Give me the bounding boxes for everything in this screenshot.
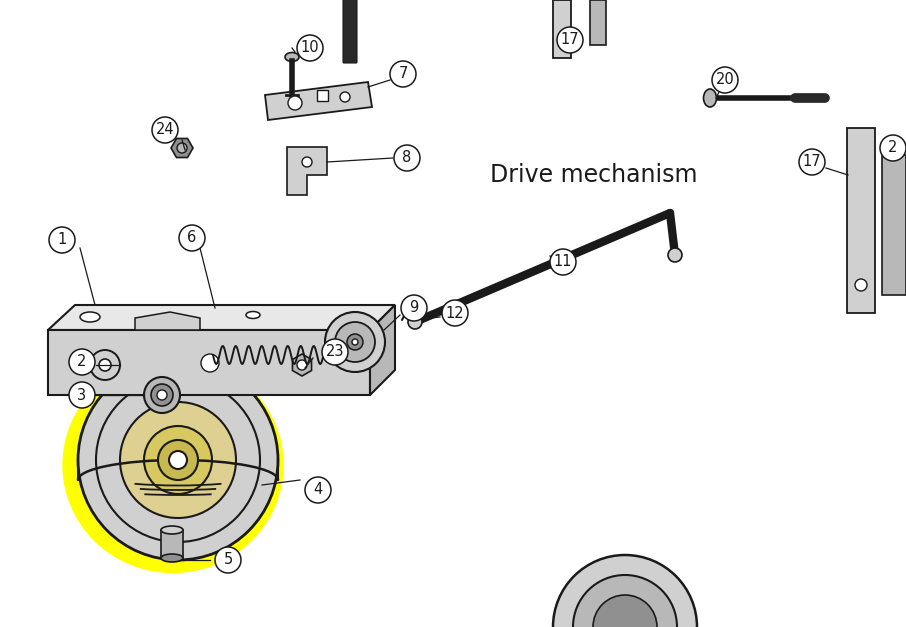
Text: 7: 7 (399, 66, 408, 82)
Circle shape (215, 547, 241, 573)
FancyBboxPatch shape (343, 0, 357, 63)
Text: 2: 2 (888, 140, 898, 155)
Ellipse shape (80, 312, 100, 322)
FancyBboxPatch shape (882, 155, 906, 295)
Text: 1: 1 (57, 233, 67, 248)
Polygon shape (265, 82, 372, 120)
Circle shape (288, 96, 302, 110)
Circle shape (335, 322, 375, 362)
Circle shape (325, 312, 385, 372)
Circle shape (99, 359, 111, 371)
Text: 9: 9 (410, 300, 419, 315)
Polygon shape (135, 312, 200, 330)
Circle shape (302, 157, 312, 167)
Circle shape (352, 339, 358, 345)
Ellipse shape (63, 357, 283, 572)
Text: Drive mechanism: Drive mechanism (490, 163, 698, 187)
Circle shape (322, 339, 348, 365)
Circle shape (69, 382, 95, 408)
Text: 17: 17 (561, 33, 579, 48)
Text: 8: 8 (402, 150, 411, 166)
Polygon shape (370, 305, 395, 395)
Circle shape (408, 315, 422, 329)
Circle shape (120, 402, 236, 518)
Circle shape (712, 67, 738, 93)
Circle shape (880, 135, 906, 161)
Text: 24: 24 (156, 122, 174, 137)
Text: 2: 2 (77, 354, 87, 369)
Circle shape (69, 349, 95, 375)
Circle shape (78, 360, 278, 560)
Text: 6: 6 (188, 231, 197, 246)
Circle shape (297, 360, 307, 370)
Circle shape (177, 143, 187, 153)
Circle shape (799, 149, 825, 175)
Circle shape (401, 295, 427, 321)
Text: 4: 4 (313, 483, 323, 497)
Text: 11: 11 (554, 255, 573, 270)
Circle shape (144, 426, 212, 494)
Polygon shape (48, 330, 370, 395)
Circle shape (144, 377, 180, 413)
Circle shape (90, 350, 120, 380)
Circle shape (557, 27, 583, 53)
Circle shape (390, 61, 416, 87)
Ellipse shape (285, 53, 299, 61)
Circle shape (593, 595, 657, 627)
Circle shape (442, 300, 468, 326)
Circle shape (49, 227, 75, 253)
Text: 10: 10 (301, 41, 319, 56)
Circle shape (394, 145, 420, 171)
FancyBboxPatch shape (590, 0, 606, 45)
Text: 23: 23 (326, 344, 344, 359)
Text: 17: 17 (803, 154, 822, 169)
Circle shape (179, 225, 205, 251)
FancyBboxPatch shape (847, 128, 875, 313)
Text: 3: 3 (77, 387, 87, 403)
Text: 5: 5 (224, 552, 233, 567)
Polygon shape (48, 305, 395, 330)
FancyBboxPatch shape (161, 530, 183, 558)
Circle shape (152, 117, 178, 143)
Circle shape (201, 354, 219, 372)
Ellipse shape (246, 312, 260, 319)
Polygon shape (171, 139, 193, 157)
Circle shape (340, 92, 350, 102)
Circle shape (151, 384, 173, 406)
Circle shape (550, 249, 576, 275)
Circle shape (158, 440, 198, 480)
Circle shape (347, 334, 363, 350)
Circle shape (169, 451, 187, 469)
Ellipse shape (703, 89, 717, 107)
Text: 20: 20 (716, 73, 735, 88)
Circle shape (157, 390, 167, 400)
Polygon shape (293, 354, 312, 376)
FancyBboxPatch shape (317, 90, 328, 101)
FancyBboxPatch shape (553, 0, 571, 58)
Polygon shape (287, 147, 327, 195)
Circle shape (855, 279, 867, 291)
Circle shape (305, 477, 331, 503)
Circle shape (553, 555, 697, 627)
Circle shape (573, 575, 677, 627)
Circle shape (96, 378, 260, 542)
Text: 12: 12 (446, 305, 464, 320)
Circle shape (297, 35, 323, 61)
Ellipse shape (161, 554, 183, 562)
Ellipse shape (161, 526, 183, 534)
Circle shape (668, 248, 682, 262)
